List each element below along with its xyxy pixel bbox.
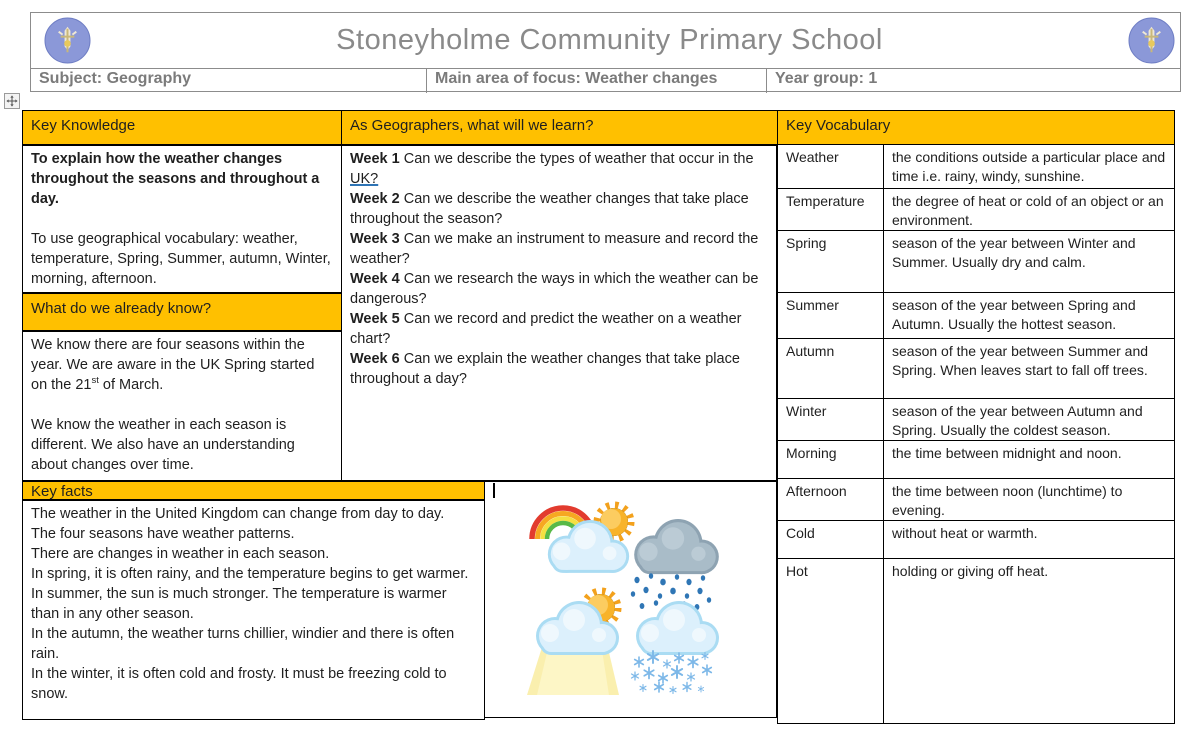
vocab-definition[interactable]: without heat or warmth. — [892, 525, 1038, 541]
key-facts-cell[interactable]: The weather in the United Kingdom can ch… — [22, 500, 485, 720]
key-facts-list: The weather in the United Kingdom can ch… — [31, 504, 476, 704]
header-subject-row: Subject: Geography Main area of focus: W… — [31, 69, 1180, 93]
vocab-definition[interactable]: the conditions outside a particular plac… — [892, 149, 1166, 184]
week-question: Can we make an instrument to measure and… — [350, 231, 759, 267]
vocab-definition[interactable]: holding or giving off heat. — [892, 563, 1049, 579]
vocab-term[interactable]: Temperature — [778, 189, 884, 230]
week-question: Can we explain the weather changes that … — [350, 351, 740, 387]
vocab-definition[interactable]: season of the year between Summer and Sp… — [892, 343, 1149, 378]
already-know-header[interactable]: What do we already know? — [22, 293, 342, 331]
week-question: Can we describe the types of weather tha… — [399, 151, 754, 167]
snow-cloud-icon — [630, 601, 719, 694]
vocab-term[interactable]: Morning — [778, 441, 884, 478]
vocab-definition[interactable]: season of the year between Winter and Su… — [892, 235, 1136, 270]
week-label: Week 6 — [350, 351, 400, 367]
vocab-term[interactable]: Winter — [778, 399, 884, 440]
vocab-row: Afternoon the time between noon (lunchtim… — [778, 478, 1174, 520]
key-knowledge-header[interactable]: Key Knowledge — [22, 110, 342, 145]
week-item: Week 1 Can we describe the types of weat… — [350, 149, 768, 189]
week-item: Week 4 Can we research the ways in which… — [350, 269, 768, 309]
vocab-row: Winter season of the year between Autumn … — [778, 398, 1174, 440]
vocab-row: Hot holding or giving off heat. — [778, 558, 1174, 723]
week-item: Week 6 Can we explain the weather change… — [350, 349, 768, 389]
key-fact: In the winter, it is often cold and fros… — [31, 666, 447, 702]
header-table: Stoneyholme Community Primary School Sub… — [30, 12, 1181, 93]
week-item: Week 3 Can we make an instrument to meas… — [350, 229, 768, 269]
vocab-row: Spring season of the year between Winter … — [778, 230, 1174, 292]
focus-cell[interactable]: Main area of focus: Weather changes — [426, 69, 766, 93]
sun-cloud-sunshine-icon — [527, 582, 640, 695]
already-know-para2: We know the weather in each season is di… — [31, 417, 295, 473]
week-label: Week 3 — [350, 231, 400, 247]
week-question: Can we record and predict the weather on… — [350, 311, 742, 347]
vocab-row: Summer season of the year between Spring … — [778, 292, 1174, 338]
year-group-cell[interactable]: Year group: 1 — [766, 69, 1180, 93]
weeks-list: Week 1 Can we describe the types of weat… — [350, 149, 768, 389]
uk-underlined-text[interactable]: UK? — [350, 171, 379, 187]
weather-pictures-cell[interactable] — [484, 481, 777, 718]
key-fact: In spring, it is often rainy, and the te… — [31, 566, 469, 582]
week-item: Week 2 Can we describe the weather chang… — [350, 189, 768, 229]
week-label: Week 2 — [350, 191, 400, 207]
week-question: Can we describe the weather changes that… — [350, 191, 749, 227]
key-fact: In summer, the sun is much stronger. The… — [31, 586, 447, 622]
week-item: Week 5 Can we record and predict the wea… — [350, 309, 768, 349]
vocab-term[interactable]: Hot — [778, 559, 884, 723]
week-label: Week 5 — [350, 311, 400, 327]
key-fact: In the autumn, the weather turns chillie… — [31, 626, 455, 662]
vocab-term[interactable]: Cold — [778, 521, 884, 558]
vocab-term[interactable]: Weather — [778, 145, 884, 188]
header-title-row: Stoneyholme Community Primary School — [31, 13, 1180, 69]
vocab-row: Autumn season of the year between Summer … — [778, 338, 1174, 398]
week-label: Week 4 — [350, 271, 400, 287]
subject-cell[interactable]: Subject: Geography — [39, 70, 192, 87]
vocab-row: Temperature the degree of heat or cold of… — [778, 188, 1174, 230]
already-know-para1: We know there are four seasons within th… — [31, 337, 315, 393]
page-title: Stoneyholme Community Primary School — [336, 24, 883, 56]
vocab-term[interactable]: Autumn — [778, 339, 884, 398]
text-cursor-caret — [493, 483, 495, 498]
vocab-definition[interactable]: the time between noon (lunchtime) to eve… — [892, 483, 1123, 518]
learn-cell[interactable]: Week 1 Can we describe the types of weat… — [341, 145, 777, 481]
vocab-definition[interactable]: the degree of heat or cold of an object … — [892, 193, 1164, 228]
table-move-handle-icon[interactable] — [4, 93, 20, 109]
vocab-row: Weather the conditions outside a particul… — [778, 145, 1174, 188]
vocab-term[interactable]: Summer — [778, 293, 884, 338]
key-knowledge-vocab-aim: To use geographical vocabulary: weather,… — [31, 231, 331, 287]
vocab-definition[interactable]: the time between midnight and noon. — [892, 445, 1122, 461]
week-question: Can we research the ways in which the we… — [350, 271, 759, 307]
already-know-cell[interactable]: We know there are four seasons within th… — [22, 331, 342, 481]
school-logo-left-icon — [44, 17, 91, 64]
key-knowledge-cell[interactable]: To explain how the weather changes throu… — [22, 145, 342, 293]
rainbow-sun-cloud-icon — [529, 497, 646, 573]
vocab-term[interactable]: Spring — [778, 231, 884, 292]
vocab-definition[interactable]: season of the year between Autumn and Sp… — [892, 403, 1143, 438]
key-vocabulary-table: Weather the conditions outside a particul… — [777, 145, 1175, 724]
vocab-definition[interactable]: season of the year between Spring and Au… — [892, 297, 1136, 332]
learn-header[interactable]: As Geographers, what will we learn? — [341, 110, 778, 145]
key-vocabulary-header[interactable]: Key Vocabulary — [777, 110, 1175, 145]
key-fact: There are changes in weather in each sea… — [31, 546, 330, 562]
vocab-row: Morning the time between midnight and noo… — [778, 440, 1174, 478]
week-label: Week 1 — [350, 151, 400, 167]
vocab-row: Cold without heat or warmth. — [778, 520, 1174, 558]
vocab-term[interactable]: Afternoon — [778, 479, 884, 520]
key-knowledge-aim: To explain how the weather changes throu… — [31, 151, 320, 207]
school-logo-right-icon — [1128, 17, 1175, 64]
key-fact: The four seasons have weather patterns. — [31, 526, 295, 542]
key-fact: The weather in the United Kingdom can ch… — [31, 506, 445, 522]
key-facts-header[interactable]: Key facts — [22, 481, 485, 500]
